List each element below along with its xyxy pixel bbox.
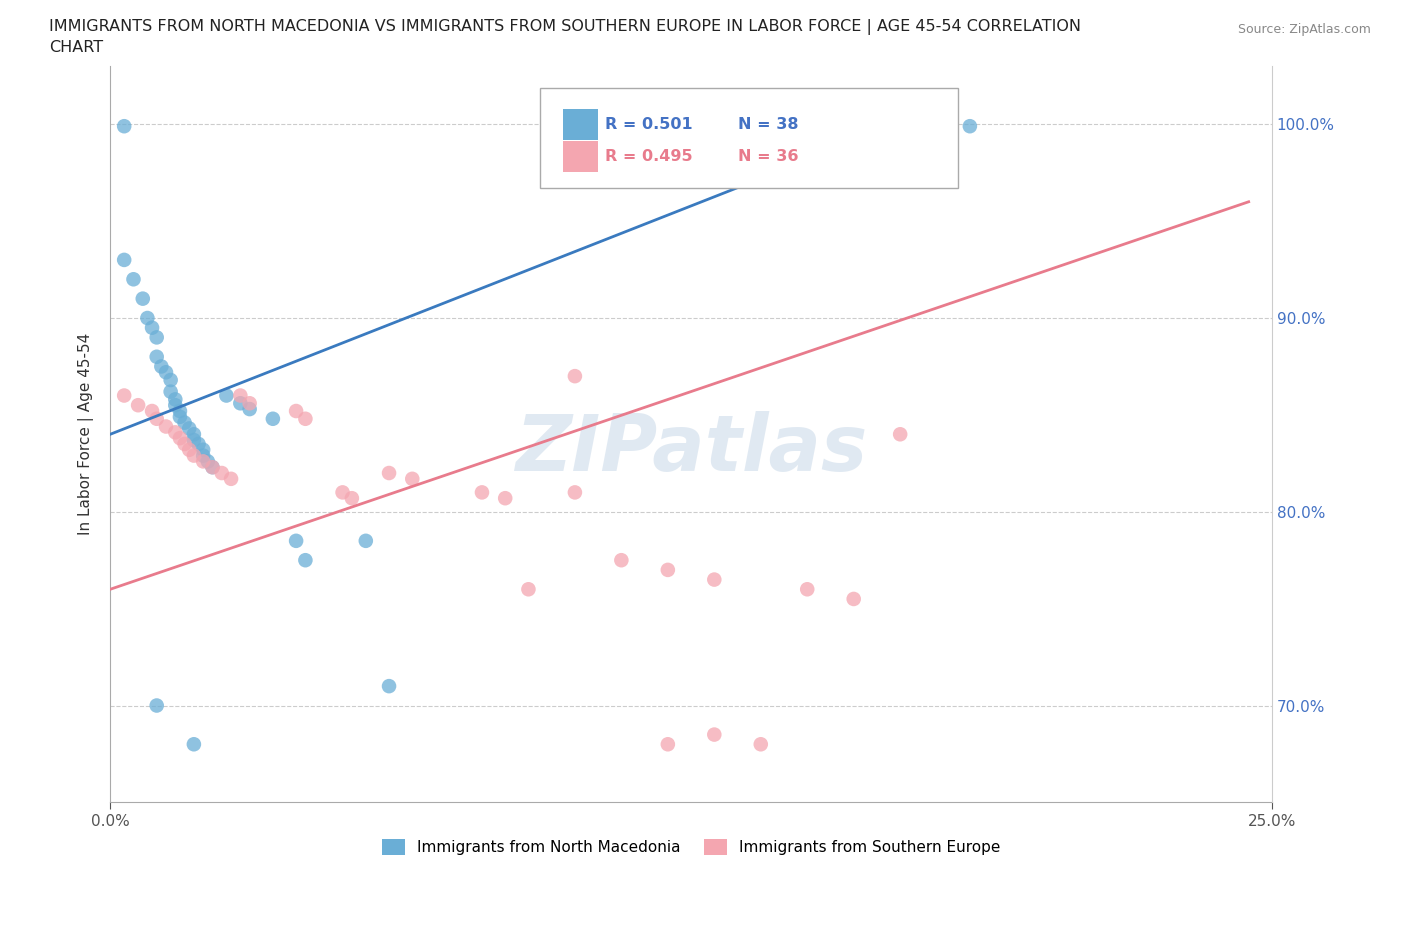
Point: [378, 679, 401, 694]
Point: [294, 411, 316, 426]
Text: N = 36: N = 36: [738, 149, 799, 165]
Point: [132, 291, 155, 306]
Point: [145, 698, 167, 713]
Point: [610, 552, 633, 567]
Point: [169, 409, 191, 424]
Point: [145, 330, 167, 345]
Point: [749, 737, 772, 751]
Point: [136, 311, 159, 325]
Point: [494, 491, 516, 506]
Point: [187, 436, 209, 451]
Point: [159, 373, 181, 388]
Point: [219, 472, 242, 486]
Text: CHART: CHART: [49, 40, 103, 55]
Point: [159, 384, 181, 399]
Point: [239, 396, 262, 411]
Text: Source: ZipAtlas.com: Source: ZipAtlas.com: [1237, 23, 1371, 36]
Point: [112, 388, 135, 403]
Point: [155, 365, 177, 379]
Point: [169, 431, 191, 445]
Point: [179, 443, 201, 458]
Y-axis label: In Labor Force | Age 45-54: In Labor Force | Age 45-54: [79, 333, 94, 536]
Point: [127, 398, 149, 413]
Text: IMMIGRANTS FROM NORTH MACEDONIA VS IMMIGRANTS FROM SOUTHERN EUROPE IN LABOR FORC: IMMIGRANTS FROM NORTH MACEDONIA VS IMMIG…: [49, 19, 1081, 34]
Point: [657, 737, 679, 751]
Point: [141, 320, 163, 335]
Legend: Immigrants from North Macedonia, Immigrants from Southern Europe: Immigrants from North Macedonia, Immigra…: [375, 832, 1007, 861]
Point: [294, 552, 316, 567]
Point: [703, 727, 725, 742]
Point: [401, 472, 423, 486]
Point: [169, 404, 191, 418]
Point: [378, 466, 401, 481]
Point: [155, 419, 177, 434]
FancyBboxPatch shape: [564, 141, 598, 172]
Point: [183, 737, 205, 751]
Point: [173, 436, 195, 451]
Point: [842, 591, 865, 606]
Point: [122, 272, 145, 286]
Point: [703, 572, 725, 587]
Point: [471, 485, 494, 499]
Point: [141, 404, 163, 418]
Point: [173, 415, 195, 430]
Point: [332, 485, 354, 499]
Point: [112, 119, 135, 134]
FancyBboxPatch shape: [564, 109, 598, 140]
Point: [150, 359, 173, 374]
Point: [165, 425, 187, 440]
Point: [340, 491, 363, 506]
Point: [229, 396, 252, 411]
Point: [866, 119, 889, 134]
Point: [239, 402, 262, 417]
Point: [179, 421, 201, 436]
Text: R = 0.501: R = 0.501: [605, 117, 693, 132]
Point: [211, 466, 233, 481]
Point: [657, 563, 679, 578]
Point: [145, 411, 167, 426]
Point: [165, 398, 187, 413]
Point: [201, 459, 224, 474]
Point: [796, 582, 818, 597]
Point: [749, 119, 772, 134]
Point: [285, 534, 308, 549]
Point: [183, 427, 205, 442]
Point: [262, 411, 284, 426]
Text: R = 0.495: R = 0.495: [605, 149, 693, 165]
FancyBboxPatch shape: [540, 88, 959, 188]
Point: [112, 252, 135, 267]
Point: [165, 392, 187, 406]
Point: [215, 388, 238, 403]
Point: [285, 404, 308, 418]
Point: [959, 119, 981, 134]
Point: [193, 448, 215, 463]
Point: [354, 534, 377, 549]
Point: [193, 454, 215, 469]
Point: [193, 443, 215, 458]
Point: [229, 388, 252, 403]
Point: [517, 582, 540, 597]
Point: [889, 427, 911, 442]
Point: [183, 448, 205, 463]
Text: N = 38: N = 38: [738, 117, 799, 132]
Text: ZIPatlas: ZIPatlas: [515, 411, 868, 487]
Point: [197, 454, 219, 469]
Point: [564, 368, 586, 383]
Point: [145, 350, 167, 365]
Point: [201, 459, 224, 474]
Point: [564, 485, 586, 499]
Point: [183, 432, 205, 447]
